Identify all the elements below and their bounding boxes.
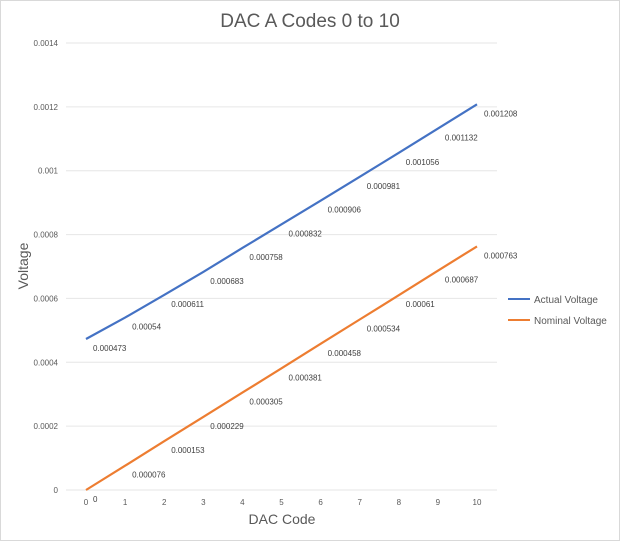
y-tick-label: 0.0014 — [34, 39, 59, 48]
legend-label-nominal-voltage: Nominal Voltage — [534, 316, 607, 327]
data-label: 0.000534 — [367, 325, 401, 334]
data-label: 0.00054 — [132, 323, 161, 332]
data-label: 0.000758 — [249, 253, 283, 262]
series-line-actual-voltage — [85, 103, 478, 340]
chart-title: DAC A Codes 0 to 10 — [220, 11, 400, 32]
y-tick-label: 0.0012 — [34, 103, 59, 112]
y-axis-title: Voltage — [15, 242, 31, 289]
x-tick-label: 1 — [123, 498, 128, 507]
data-label: 0.000832 — [289, 229, 323, 238]
data-label: 0.000763 — [484, 251, 518, 260]
y-tick-label: 0.001 — [38, 167, 59, 176]
x-tick-label: 9 — [436, 498, 441, 507]
data-label: 0.00061 — [406, 300, 435, 309]
data-label: 0.000906 — [328, 206, 362, 215]
data-label: 0.001208 — [484, 109, 518, 118]
data-labels: 0.0004730.000540.0006110.0006830.0007580… — [93, 109, 518, 504]
data-label: 0.000981 — [367, 182, 401, 191]
data-label: 0.000305 — [249, 398, 283, 407]
x-tick-label: 6 — [318, 498, 323, 507]
x-tick-label: 2 — [162, 498, 167, 507]
x-tick-label: 0 — [84, 498, 89, 507]
x-tick-label: 7 — [357, 498, 362, 507]
y-tick-label: 0 — [54, 486, 59, 495]
y-tick-label: 0.0008 — [34, 231, 59, 240]
data-label: 0.000153 — [171, 446, 205, 455]
y-tick-label: 0.0004 — [34, 358, 59, 367]
x-axis-title: DAC Code — [249, 511, 316, 527]
x-tick-label: 4 — [240, 498, 245, 507]
data-label: 0.001056 — [406, 158, 440, 167]
legend-label-actual-voltage: Actual Voltage — [534, 295, 598, 306]
y-axis-ticks: 0 0.0002 0.0004 0.0006 0.0008 0.001 0.0012 0.00… — [34, 39, 59, 495]
data-label: 0 — [93, 495, 98, 504]
data-label: 0.001132 — [445, 134, 478, 143]
x-axis-ticks: 0 1 2 3 4 5 6 7 8 9 10 — [84, 498, 482, 507]
data-label: 0.000381 — [289, 373, 323, 382]
data-label: 0.000687 — [445, 276, 479, 285]
x-tick-label: 10 — [473, 498, 482, 507]
data-label: 0.000229 — [210, 422, 244, 431]
data-label: 0.000683 — [210, 277, 244, 286]
series-line-nominal-voltage — [85, 245, 478, 491]
x-tick-label: 8 — [397, 498, 402, 507]
data-label: 0.000473 — [93, 344, 127, 353]
series-lines — [85, 103, 478, 491]
x-tick-label: 5 — [279, 498, 284, 507]
y-tick-label: 0.0002 — [34, 422, 59, 431]
data-label: 0.000076 — [132, 471, 166, 480]
x-tick-label: 3 — [201, 498, 206, 507]
data-label: 0.000458 — [328, 349, 362, 358]
data-label: 0.000611 — [171, 300, 204, 309]
legend: Actual Voltage Nominal Voltage — [508, 295, 607, 327]
y-tick-label: 0.0006 — [34, 294, 59, 303]
gridlines — [66, 42, 497, 491]
